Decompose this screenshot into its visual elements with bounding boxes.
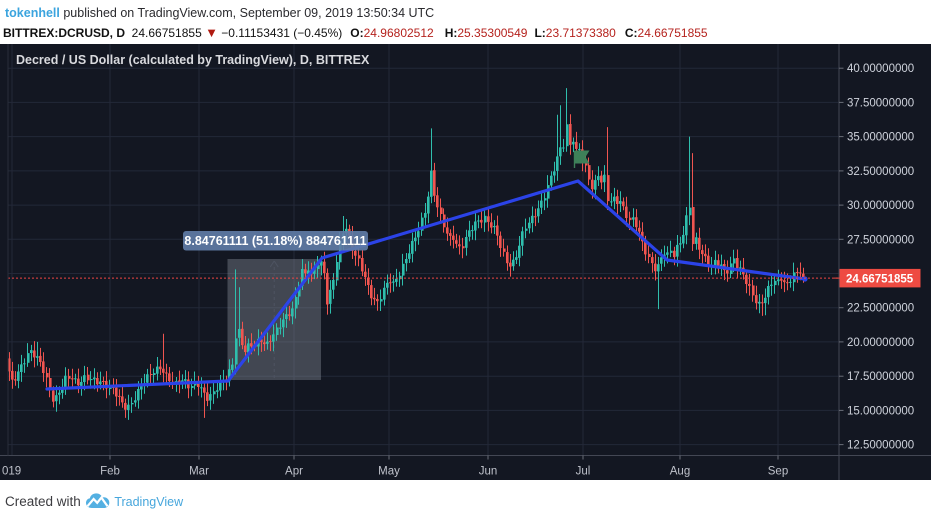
svg-text:019: 019	[2, 466, 21, 478]
svg-text:Aug: Aug	[670, 466, 690, 478]
svg-text:15.00000000: 15.00000000	[847, 405, 914, 417]
svg-text:22.50000000: 22.50000000	[847, 303, 914, 315]
svg-text:Mar: Mar	[189, 466, 209, 478]
svg-text:24.66751855: 24.66751855	[846, 273, 914, 285]
svg-text:30.00000000: 30.00000000	[847, 200, 914, 212]
svg-text:Sep: Sep	[768, 466, 788, 478]
svg-text:Apr: Apr	[285, 466, 303, 478]
svg-text:40.00000000: 40.00000000	[847, 63, 914, 75]
svg-text:8.84761111 (51.18%) 884761111: 8.84761111 (51.18%) 884761111	[184, 234, 366, 248]
svg-text:Jun: Jun	[479, 466, 498, 478]
svg-text:May: May	[378, 466, 400, 478]
svg-text:Feb: Feb	[100, 466, 120, 478]
svg-text:35.00000000: 35.00000000	[847, 132, 914, 144]
svg-text:20.00000000: 20.00000000	[847, 337, 914, 349]
svg-text:Jul: Jul	[576, 466, 591, 478]
svg-text:37.50000000: 37.50000000	[847, 97, 914, 109]
svg-text:Decred / US Dollar (calculated: Decred / US Dollar (calculated by Tradin…	[16, 53, 370, 67]
svg-text:32.50000000: 32.50000000	[847, 166, 914, 178]
svg-text:12.50000000: 12.50000000	[847, 440, 914, 452]
svg-text:17.50000000: 17.50000000	[847, 371, 914, 383]
svg-text:27.50000000: 27.50000000	[847, 234, 914, 246]
